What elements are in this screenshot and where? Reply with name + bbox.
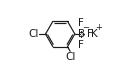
Text: K: K (91, 29, 98, 39)
Text: B: B (78, 29, 85, 39)
Text: Cl: Cl (66, 52, 76, 62)
Text: Cl: Cl (28, 29, 39, 39)
Text: F: F (87, 29, 93, 39)
Text: +: + (96, 23, 102, 32)
Text: F: F (78, 40, 84, 50)
Text: F: F (78, 18, 84, 28)
Text: −: − (82, 23, 89, 32)
